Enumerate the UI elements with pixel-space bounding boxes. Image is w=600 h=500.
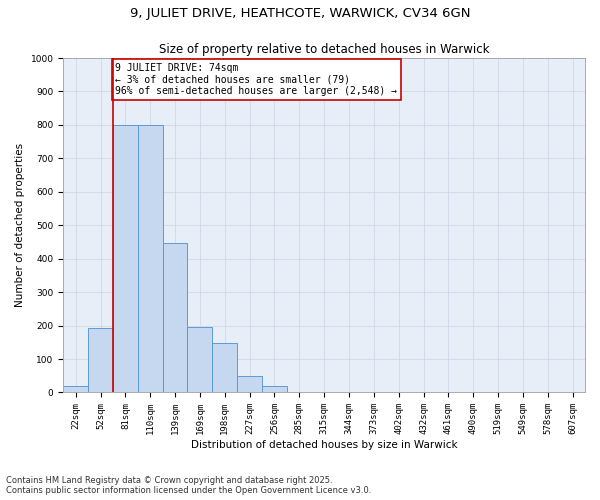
Bar bbox=[63, 386, 88, 392]
Bar bbox=[138, 125, 163, 392]
Text: 9, JULIET DRIVE, HEATHCOTE, WARWICK, CV34 6GN: 9, JULIET DRIVE, HEATHCOTE, WARWICK, CV3… bbox=[130, 8, 470, 20]
Bar bbox=[163, 243, 187, 392]
Text: Contains HM Land Registry data © Crown copyright and database right 2025.
Contai: Contains HM Land Registry data © Crown c… bbox=[6, 476, 371, 495]
X-axis label: Distribution of detached houses by size in Warwick: Distribution of detached houses by size … bbox=[191, 440, 457, 450]
Bar bbox=[113, 125, 138, 392]
Bar bbox=[237, 376, 262, 392]
Title: Size of property relative to detached houses in Warwick: Size of property relative to detached ho… bbox=[159, 42, 490, 56]
Text: 9 JULIET DRIVE: 74sqm
← 3% of detached houses are smaller (79)
96% of semi-detac: 9 JULIET DRIVE: 74sqm ← 3% of detached h… bbox=[115, 63, 397, 96]
Bar bbox=[187, 326, 212, 392]
Y-axis label: Number of detached properties: Number of detached properties bbox=[15, 143, 25, 308]
Bar bbox=[88, 328, 113, 392]
Bar bbox=[212, 344, 237, 392]
Bar bbox=[262, 386, 287, 392]
